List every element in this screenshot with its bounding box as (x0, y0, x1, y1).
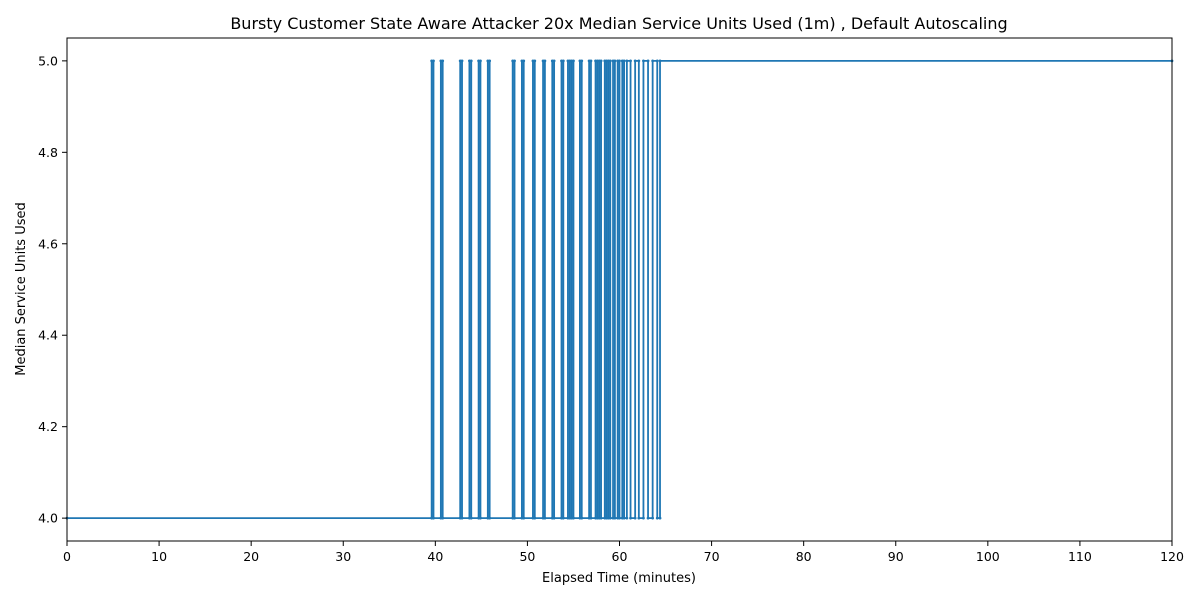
x-tick-label: 10 (151, 549, 167, 564)
data-point (469, 59, 473, 63)
data-point (589, 516, 593, 520)
data-point (543, 516, 547, 520)
data-point (589, 59, 593, 63)
data-point (633, 516, 637, 520)
data-point (646, 516, 650, 520)
data-point (479, 516, 482, 520)
y-axis-label: Median Service Units Used (14, 202, 29, 376)
data-point (533, 59, 537, 63)
x-tick-label: 50 (519, 549, 535, 564)
data-point (441, 59, 445, 63)
data-point (599, 516, 603, 520)
data-point (441, 516, 445, 520)
data-point (460, 59, 464, 63)
y-tick-label: 4.8 (38, 145, 58, 160)
data-point (629, 59, 632, 63)
y-tick-label: 4.2 (38, 419, 58, 434)
x-axis: 0 10 20 30 40 50 60 70 80 90 100 110 120 (63, 541, 1184, 564)
data-point (658, 59, 662, 63)
data-point (613, 59, 617, 63)
data-point (580, 59, 584, 63)
chart-title: Bursty Customer State Aware Attacker 20x… (230, 14, 1007, 33)
x-tick-label: 60 (612, 549, 628, 564)
y-tick-label: 4.0 (38, 511, 58, 526)
data-point (608, 516, 612, 520)
data-point (651, 59, 655, 63)
data-point (572, 59, 575, 63)
x-tick-label: 80 (796, 549, 812, 564)
x-tick-label: 70 (704, 549, 720, 564)
data-point (479, 59, 482, 63)
data-point (572, 516, 575, 520)
data-point (613, 516, 617, 520)
data-point (513, 59, 516, 63)
x-tick-label: 120 (1160, 549, 1184, 564)
data-point (561, 516, 565, 520)
data-point (488, 516, 492, 520)
data-point (622, 59, 626, 63)
data-point (543, 59, 547, 63)
data-point (460, 516, 464, 520)
data-point (561, 59, 565, 63)
data-point (533, 516, 537, 520)
y-axis: 4.0 4.2 4.4 4.6 4.8 5.0 (38, 53, 67, 526)
data-point (625, 516, 629, 520)
plot-area (65, 37, 1174, 542)
data-point (642, 516, 645, 520)
x-tick-label: 30 (335, 549, 351, 564)
data-point (599, 59, 603, 63)
x-tick-label: 90 (888, 549, 904, 564)
data-point (552, 59, 556, 63)
data-point (618, 59, 621, 63)
x-tick-label: 110 (1068, 549, 1092, 564)
data-point (625, 59, 629, 63)
data-point (488, 59, 492, 63)
data-point (608, 59, 612, 63)
y-tick-label: 4.4 (38, 328, 58, 343)
y-tick-label: 5.0 (38, 53, 58, 68)
series-layer (65, 59, 1174, 520)
data-point (629, 516, 632, 520)
data-point (618, 516, 621, 520)
x-tick-label: 0 (63, 549, 71, 564)
data-point (622, 516, 626, 520)
data-point (552, 516, 556, 520)
x-tick-label: 20 (243, 549, 259, 564)
data-point (646, 59, 650, 63)
data-point (513, 516, 516, 520)
x-axis-label: Elapsed Time (minutes) (542, 571, 696, 586)
data-point (522, 59, 526, 63)
data-point (432, 59, 435, 63)
data-point (580, 516, 584, 520)
data-point (637, 59, 641, 63)
data-point (469, 516, 473, 520)
data-point (655, 516, 659, 520)
y-tick-label: 4.6 (38, 236, 58, 251)
data-point (522, 516, 526, 520)
data-point (642, 59, 645, 63)
data-point (658, 516, 662, 520)
data-point (633, 59, 637, 63)
x-tick-label: 100 (976, 549, 1000, 564)
data-point (432, 516, 435, 520)
data-point (651, 516, 655, 520)
x-tick-label: 40 (427, 549, 443, 564)
data-point (637, 516, 641, 520)
data-point (655, 59, 659, 63)
